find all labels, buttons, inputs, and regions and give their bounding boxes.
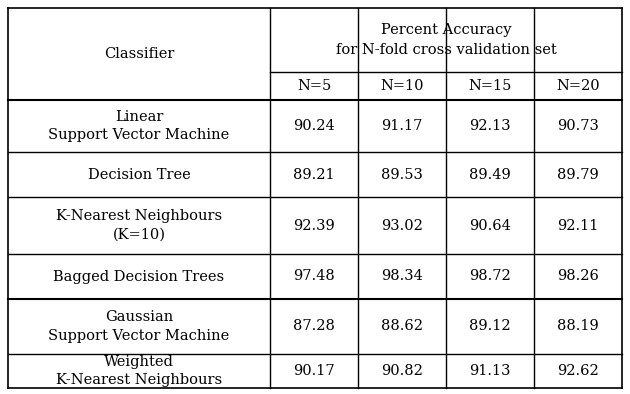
Text: 88.62: 88.62 [381,320,423,333]
Text: Bagged Decision Trees: Bagged Decision Trees [54,269,224,284]
Text: 87.28: 87.28 [293,320,335,333]
Text: K-Nearest Neighbours
(K=10): K-Nearest Neighbours (K=10) [56,209,222,242]
Text: 89.53: 89.53 [381,167,423,182]
Text: N=10: N=10 [381,79,424,93]
Text: N=5: N=5 [297,79,331,93]
Text: 89.79: 89.79 [557,167,599,182]
Text: 98.34: 98.34 [381,269,423,284]
Text: Weighted
K-Nearest Neighbours: Weighted K-Nearest Neighbours [56,355,222,387]
Text: 92.11: 92.11 [558,219,598,232]
Text: Decision Tree: Decision Tree [88,167,190,182]
Text: 92.39: 92.39 [293,219,335,232]
Text: Gaussian
Support Vector Machine: Gaussian Support Vector Machine [49,310,229,343]
Text: Classifier: Classifier [104,47,174,61]
Text: 90.24: 90.24 [293,119,335,133]
Text: 93.02: 93.02 [381,219,423,232]
Text: 91.17: 91.17 [381,119,423,133]
Text: Linear
Support Vector Machine: Linear Support Vector Machine [49,110,229,142]
Text: 90.64: 90.64 [469,219,511,232]
Text: 91.13: 91.13 [469,364,511,378]
Text: 88.19: 88.19 [557,320,599,333]
Text: Percent Accuracy
for N-fold cross validation set: Percent Accuracy for N-fold cross valida… [336,23,556,57]
Text: 89.21: 89.21 [293,167,335,182]
Text: 89.12: 89.12 [469,320,511,333]
Text: 90.17: 90.17 [293,364,335,378]
Text: N=20: N=20 [556,79,600,93]
Text: 90.82: 90.82 [381,364,423,378]
Text: 97.48: 97.48 [293,269,335,284]
Text: N=15: N=15 [468,79,512,93]
Text: 92.62: 92.62 [557,364,599,378]
Text: 98.26: 98.26 [557,269,599,284]
Text: 89.49: 89.49 [469,167,511,182]
Text: 98.72: 98.72 [469,269,511,284]
Text: 90.73: 90.73 [557,119,599,133]
Text: 92.13: 92.13 [469,119,511,133]
